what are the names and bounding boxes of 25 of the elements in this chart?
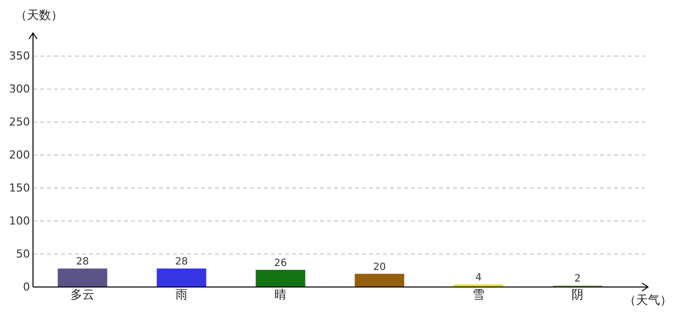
data-label: 26 [274, 258, 287, 269]
bar [354, 274, 404, 287]
data-label: 20 [373, 262, 386, 273]
bar [58, 268, 108, 287]
data-label: 28 [76, 256, 89, 268]
data-label: 2 [574, 274, 581, 285]
y-tick-label: 0 [23, 280, 30, 294]
x-tick-label: 雪 [472, 288, 484, 302]
x-tick-label: 雨 [176, 288, 188, 302]
y-tick-label: 200 [9, 148, 30, 162]
x-tick-label: 晴 [274, 288, 286, 302]
y-tick-label: 350 [9, 50, 30, 63]
y-tick-label: 300 [9, 82, 30, 96]
y-tick-label: 100 [9, 214, 30, 228]
data-label: 28 [175, 256, 188, 268]
bar [256, 270, 306, 287]
y-axis-title: （天数） [15, 8, 63, 22]
x-tick-label: 阴 [572, 288, 584, 302]
y-tick-label: 50 [16, 248, 30, 261]
bar [156, 268, 206, 287]
y-tick-label: 250 [9, 116, 30, 129]
y-tick-label: 150 [9, 182, 30, 195]
data-label: 4 [475, 272, 482, 284]
x-axis-title: （天气） [624, 293, 672, 307]
x-tick-label: 多云 [70, 288, 94, 302]
